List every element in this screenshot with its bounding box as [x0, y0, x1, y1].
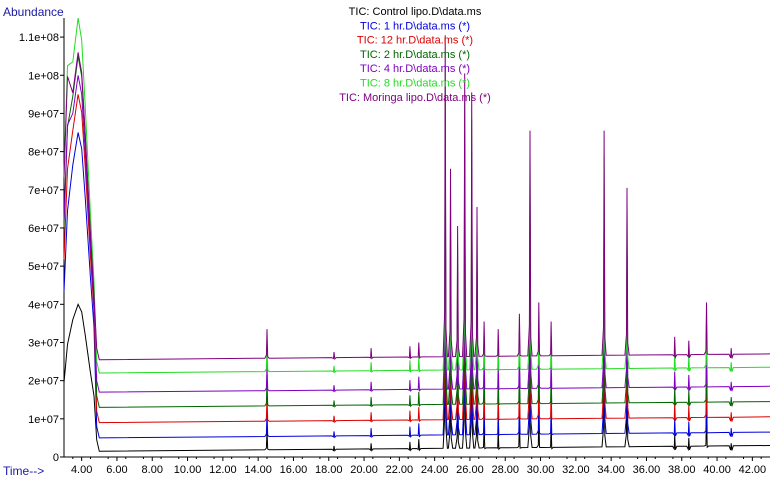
x-tick-label-3: 10.00 — [174, 464, 202, 476]
x-tick-label-11: 26.00 — [456, 464, 484, 476]
legend-entry-3: TIC: 2 hr.D\data.ms (*) — [360, 49, 470, 61]
x-axis-label: Time--> — [3, 464, 44, 478]
x-tick-label-18: 40.00 — [703, 464, 731, 476]
legend-entry-0: TIC: Control lipo.D\data.ms — [349, 6, 482, 18]
x-tick-label-9: 22.00 — [386, 464, 414, 476]
x-tick-label-12: 28.00 — [491, 464, 519, 476]
x-tick-label-6: 16.00 — [280, 464, 308, 476]
y-tick-label-8: 8e+07 — [28, 147, 59, 159]
legend: TIC: Control lipo.D\data.ms TIC: 1 hr.D\d… — [339, 6, 491, 104]
x-tick-label-2: 8.00 — [142, 464, 163, 476]
series-line-4 — [63, 75, 771, 393]
series-line-1 — [63, 132, 771, 439]
y-tick-label-4: 4e+07 — [28, 299, 59, 311]
x-tick-label-5: 14.00 — [244, 464, 272, 476]
legend-entry-6: TIC: Moringa lipo.D\data.ms (*) — [339, 92, 491, 104]
series-line-0 — [63, 224, 771, 452]
x-tick-label-8: 20.00 — [350, 464, 378, 476]
legend-entry-4: TIC: 4 hr.D\data.ms (*) — [360, 63, 470, 75]
y-tick-label-1: 1e+07 — [28, 414, 59, 426]
x-tick-label-10: 24.00 — [421, 464, 449, 476]
y-tick-label-7: 7e+07 — [28, 185, 59, 197]
x-tick-label-15: 34.00 — [597, 464, 625, 476]
y-tick-label-2: 2e+07 — [28, 376, 59, 388]
series-line-2 — [63, 94, 771, 424]
series-lines — [63, 17, 771, 452]
y-tick-label-9: 9e+07 — [28, 108, 59, 120]
x-tick-label-1: 6.00 — [106, 464, 127, 476]
x-tick-label-16: 36.00 — [633, 464, 661, 476]
x-tick-label-19: 42.00 — [739, 464, 767, 476]
x-tick-label-7: 18.00 — [315, 464, 343, 476]
y-tick-label-10: 1e+08 — [28, 70, 59, 82]
x-tick-label-4: 12.00 — [209, 464, 237, 476]
series-line-6 — [63, 35, 771, 361]
y-tick-label-6: 6e+07 — [28, 223, 59, 235]
legend-entry-5: TIC: 8 hr.D\data.ms (*) — [360, 78, 470, 90]
y-tick-label-3: 3e+07 — [28, 337, 59, 349]
y-tick-label-11: 1.1e+08 — [19, 32, 59, 44]
y-axis-label: Abundance — [3, 5, 64, 19]
x-tick-label-13: 30.00 — [527, 464, 555, 476]
y-tick-label-0: 0 — [53, 452, 59, 464]
legend-entry-1: TIC: 1 hr.D\data.ms (*) — [360, 20, 470, 32]
x-tick-label-0: 4.00 — [71, 464, 92, 476]
y-tick-label-5: 5e+07 — [28, 261, 59, 273]
axes: 0 1e+07 2e+07 3e+07 4e+07 5e+07 6e+07 7e+07 8e+0… — [19, 18, 770, 476]
x-tick-label-14: 32.00 — [562, 464, 590, 476]
x-tick-label-17: 38.00 — [668, 464, 696, 476]
legend-entry-2: TIC: 12 hr.D\data.ms (*) — [357, 35, 473, 47]
